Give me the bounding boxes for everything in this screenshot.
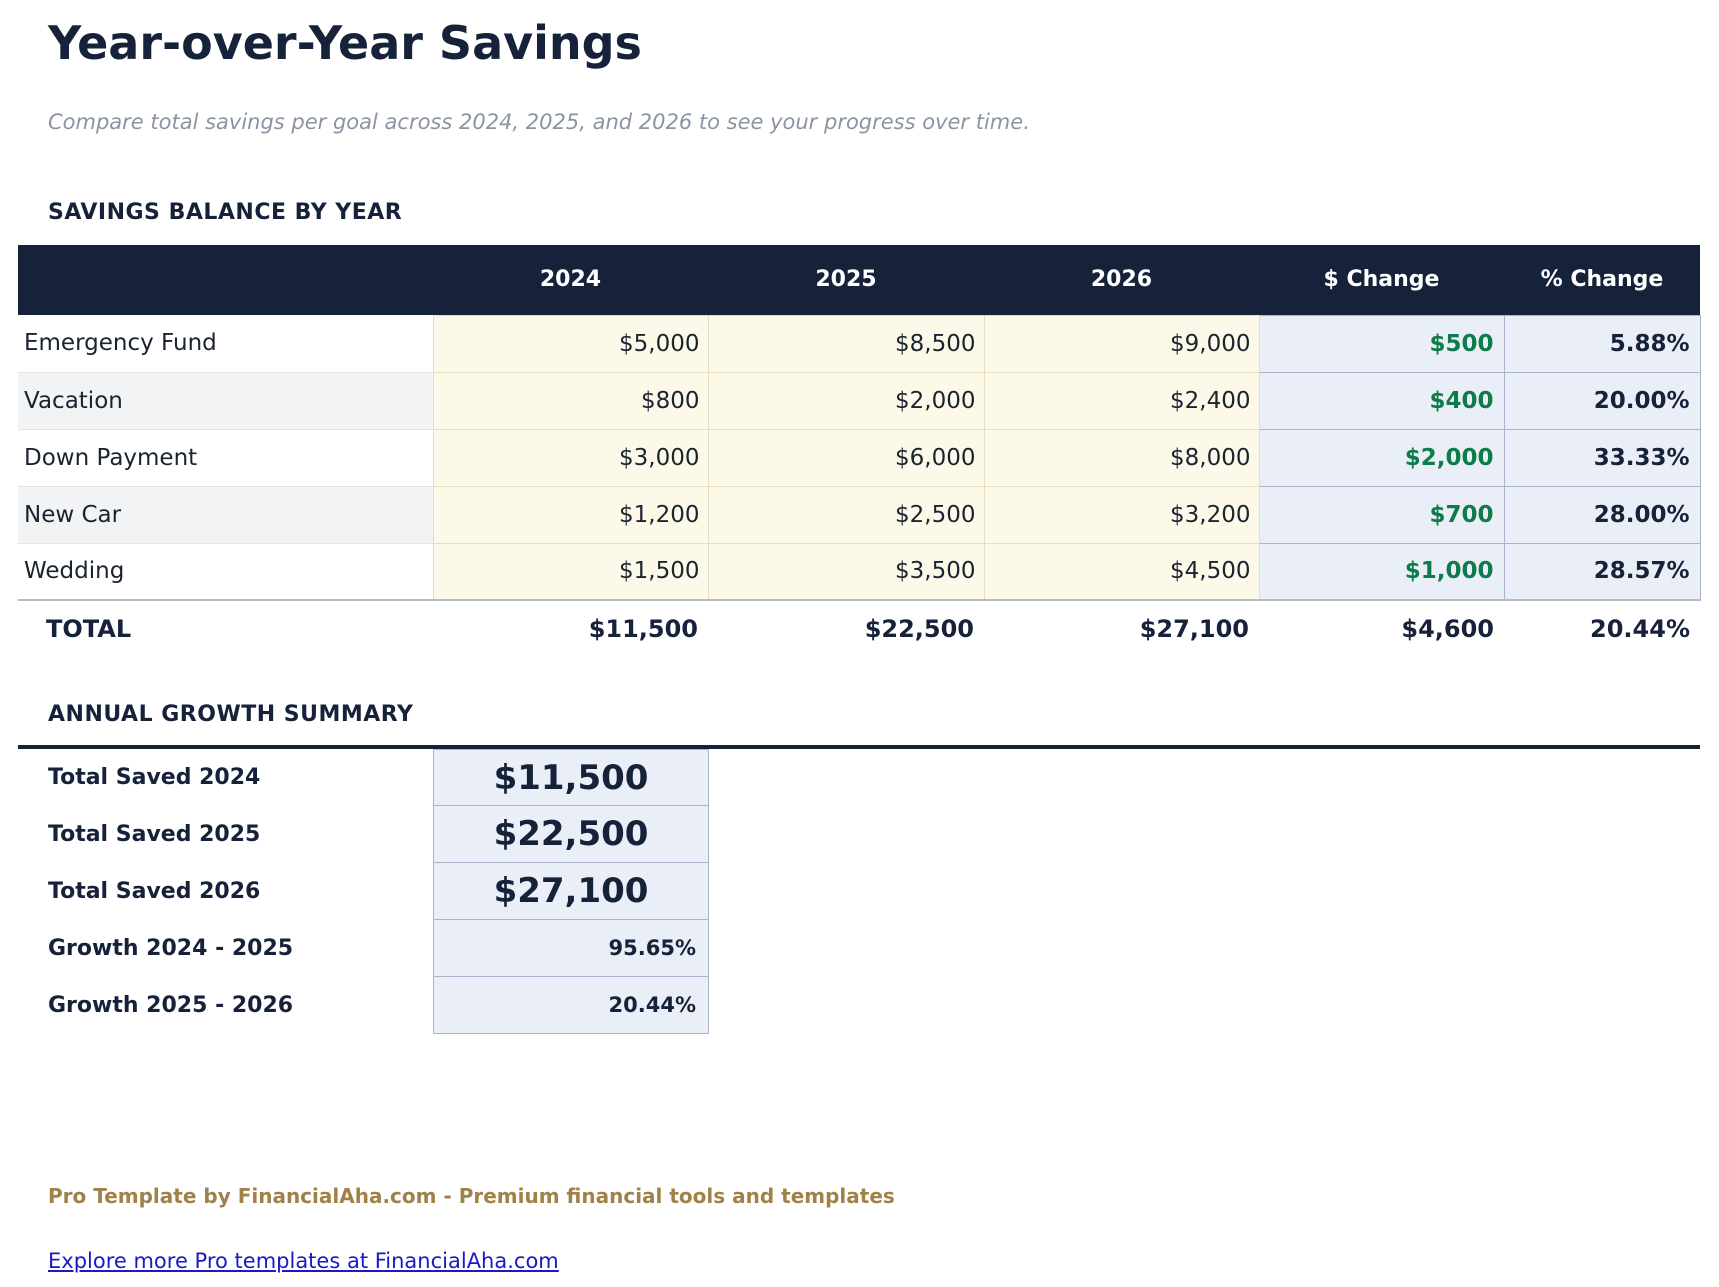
total-pct-change: 20.44% — [1504, 599, 1700, 656]
column-header--change: % Change — [1504, 245, 1700, 315]
value-2025: $2,000 — [707, 371, 985, 430]
growth-summary-heading: ANNUAL GROWTH SUMMARY — [48, 702, 414, 727]
page-subtitle: Compare total savings per goal across 20… — [48, 110, 1030, 134]
table-row: New Car $1,200 $2,500 $3,200 $700 28.00% — [18, 485, 1701, 544]
summary-row: Total Saved 2026 $27,100 — [18, 862, 1700, 920]
value-2025: $3,500 — [707, 542, 985, 601]
summary-value: 95.65% — [433, 919, 709, 977]
value-2025: $2,500 — [707, 485, 985, 544]
total-label: TOTAL — [18, 599, 433, 656]
summary-label: Growth 2024 - 2025 — [48, 936, 294, 961]
summary-label: Total Saved 2025 — [48, 822, 261, 847]
pct-change: 20.00% — [1503, 371, 1701, 430]
summary-row: Growth 2024 - 2025 95.65% — [18, 919, 1700, 977]
footer-explore-link[interactable]: Explore more Pro templates at FinancialA… — [48, 1249, 559, 1273]
pct-change: 28.57% — [1503, 542, 1701, 601]
savings-table-heading: SAVINGS BALANCE BY YEAR — [48, 200, 403, 225]
table-row: Vacation $800 $2,000 $2,400 $400 20.00% — [18, 371, 1701, 430]
dollar-change: $2,000 — [1258, 428, 1505, 487]
goal-name: Emergency Fund — [18, 315, 433, 373]
table-row: Wedding $1,500 $3,500 $4,500 $1,000 28.57% — [18, 542, 1701, 601]
value-2024: $800 — [432, 371, 709, 430]
summary-value: 20.44% — [433, 976, 709, 1034]
total-2025: $22,500 — [708, 599, 984, 656]
total-2026: $27,100 — [984, 599, 1259, 656]
value-2026: $9,000 — [983, 314, 1260, 373]
summary-label: Total Saved 2024 — [48, 765, 261, 790]
summary-row: Growth 2025 - 2026 20.44% — [18, 976, 1700, 1034]
value-2026: $2,400 — [983, 371, 1260, 430]
savings-balance-table: 2024 2025 2026 $ Change% Change Emergency F… — [18, 245, 1701, 656]
dollar-change: $400 — [1258, 371, 1505, 430]
dollar-change: $500 — [1258, 314, 1505, 373]
table-row: Emergency Fund $5,000 $8,500 $9,000 $500 5.88… — [18, 314, 1701, 373]
value-2026: $8,000 — [983, 428, 1260, 487]
pct-change: 33.33% — [1503, 428, 1701, 487]
footer-brand-text: Pro Template by FinancialAha.com - Premi… — [48, 1184, 895, 1208]
total-2024: $11,500 — [433, 599, 708, 656]
summary-label: Total Saved 2026 — [48, 879, 261, 904]
growth-summary-block: Total Saved 2024 $11,500 Total Saved 2025 $… — [18, 745, 1700, 1034]
value-2024: $5,000 — [432, 314, 709, 373]
page: Year-over-Year Savings Compare total sav… — [0, 16, 1719, 1287]
summary-row: Total Saved 2025 $22,500 — [18, 805, 1700, 863]
goal-name: New Car — [18, 486, 433, 544]
column-header--change: $ Change — [1259, 245, 1504, 315]
value-2025: $8,500 — [707, 314, 985, 373]
column-header-2026: 2026 — [984, 245, 1259, 315]
dollar-change: $700 — [1258, 485, 1505, 544]
summary-row: Total Saved 2024 $11,500 — [18, 749, 1700, 806]
column-header-2024: 2024 — [433, 245, 708, 315]
goal-name: Vacation — [18, 372, 433, 430]
table-total-row: TOTAL $11,500 $22,500 $27,100 $4,600 20.… — [18, 599, 1700, 656]
dollar-change: $1,000 — [1258, 542, 1505, 601]
summary-value: $27,100 — [433, 862, 709, 920]
goal-name: Down Payment — [18, 429, 433, 487]
value-2024: $1,200 — [432, 485, 709, 544]
summary-value: $22,500 — [433, 805, 709, 863]
pct-change: 28.00% — [1503, 485, 1701, 544]
value-2025: $6,000 — [707, 428, 985, 487]
value-2026: $4,500 — [983, 542, 1260, 601]
pct-change: 5.88% — [1503, 314, 1701, 373]
value-2026: $3,200 — [983, 485, 1260, 544]
column-header-goal — [18, 245, 433, 315]
value-2024: $1,500 — [432, 542, 709, 601]
column-header-2025: 2025 — [708, 245, 984, 315]
summary-label: Growth 2025 - 2026 — [48, 993, 294, 1018]
table-row: Down Payment $3,000 $6,000 $8,000 $2,000 33.3… — [18, 428, 1701, 487]
value-2024: $3,000 — [432, 428, 709, 487]
page-title: Year-over-Year Savings — [48, 16, 642, 70]
goal-name: Wedding — [18, 543, 433, 601]
table-header-row: 2024 2025 2026 $ Change% Change — [18, 245, 1700, 315]
total-dollar-change: $4,600 — [1259, 599, 1504, 656]
summary-value: $11,500 — [433, 749, 709, 806]
